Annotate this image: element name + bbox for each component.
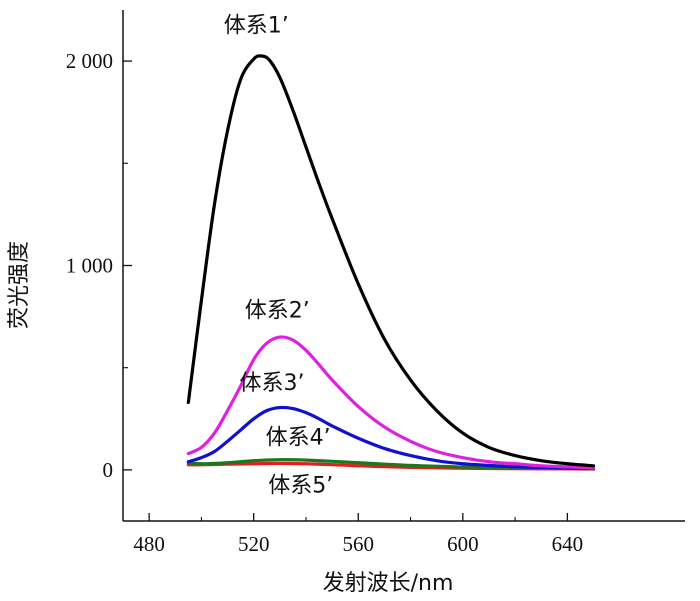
annotation-label-2: 体系2’ xyxy=(245,299,310,324)
x-axis-title: 发射波长/nm xyxy=(323,571,454,596)
y-tick-label: 2 000 xyxy=(66,49,113,73)
series-lines xyxy=(186,54,596,471)
annotation-label-1: 体系1’ xyxy=(224,13,289,38)
x-tick-label: 520 xyxy=(238,532,270,556)
y-tick-label: 0 xyxy=(103,458,114,482)
y-axis-title: 荧光强度 xyxy=(7,241,32,329)
series-line-2 xyxy=(186,335,596,470)
x-tick-label: 480 xyxy=(133,532,165,556)
x-tick-label: 600 xyxy=(447,532,479,556)
tick-labels: 480 520 560 600 640 0 1 000 2 000 xyxy=(66,49,583,556)
series-line-3 xyxy=(186,405,596,470)
annotation-label-5: 体系5’ xyxy=(268,473,333,498)
x-tick-label: 560 xyxy=(343,532,375,556)
tick-marks xyxy=(123,60,569,521)
y-tick-label: 1 000 xyxy=(66,254,113,278)
annotation-label-3: 体系3’ xyxy=(239,371,304,396)
series-annotations: 体系1’ 体系2’ 体系3’ 体系4’ 体系5’ xyxy=(224,13,333,498)
series-line-1 xyxy=(186,54,596,468)
annotation-label-4: 体系4’ xyxy=(266,425,331,450)
x-tick-label: 640 xyxy=(552,532,584,556)
